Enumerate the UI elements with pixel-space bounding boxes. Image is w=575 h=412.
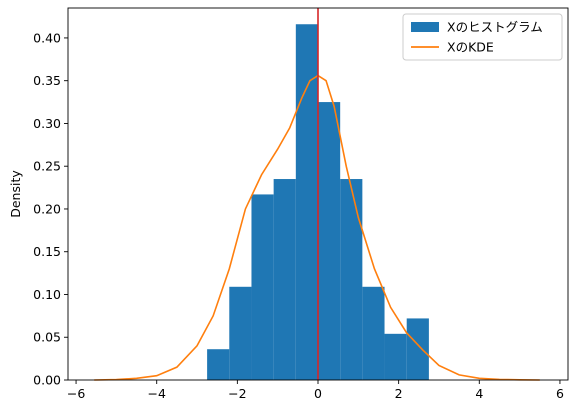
x-tick-label: 0 bbox=[314, 386, 322, 401]
x-tick-label: 4 bbox=[475, 386, 483, 401]
histogram-bar bbox=[295, 24, 318, 380]
histogram-bar bbox=[318, 102, 341, 380]
histogram-bar bbox=[207, 349, 230, 380]
y-tick-label: 0.35 bbox=[33, 73, 61, 88]
histogram-bar bbox=[340, 179, 363, 380]
y-tick-label: 0.20 bbox=[33, 201, 61, 216]
x-axis-ticks: −6 −4 −2 0 2 4 6 bbox=[67, 380, 564, 401]
histogram-bar bbox=[362, 286, 385, 380]
y-tick-label: 0.15 bbox=[33, 244, 61, 259]
y-tick-label: 0.30 bbox=[33, 116, 61, 131]
histogram-bar bbox=[229, 286, 252, 380]
histogram-bar bbox=[273, 179, 296, 380]
y-tick-label: 0.25 bbox=[33, 159, 61, 174]
x-tick-label: −2 bbox=[228, 386, 246, 401]
histogram-bars bbox=[207, 24, 429, 380]
histogram-bar bbox=[406, 318, 429, 380]
legend-label: XのKDE bbox=[447, 40, 494, 55]
x-tick-label: 6 bbox=[556, 386, 564, 401]
legend: Xのヒストグラム XのKDE bbox=[402, 13, 563, 61]
legend-histogram-swatch bbox=[411, 22, 439, 32]
legend-label: Xのヒストグラム bbox=[447, 20, 543, 35]
x-tick-label: −6 bbox=[67, 386, 85, 401]
x-tick-label: 2 bbox=[395, 386, 403, 401]
histogram-bar bbox=[251, 194, 274, 380]
histogram-bar bbox=[384, 333, 407, 380]
y-axis-label: Density bbox=[8, 170, 23, 218]
y-tick-label: 0.10 bbox=[33, 287, 61, 302]
y-tick-label: 0.00 bbox=[33, 373, 61, 388]
x-tick-label: −4 bbox=[147, 386, 165, 401]
y-tick-label: 0.40 bbox=[33, 30, 61, 45]
y-axis-ticks: 0.00 0.05 0.10 0.15 0.20 0.25 0.30 0.35 0.40 bbox=[33, 30, 68, 388]
y-tick-label: 0.05 bbox=[33, 330, 61, 345]
legend-box bbox=[402, 13, 563, 61]
